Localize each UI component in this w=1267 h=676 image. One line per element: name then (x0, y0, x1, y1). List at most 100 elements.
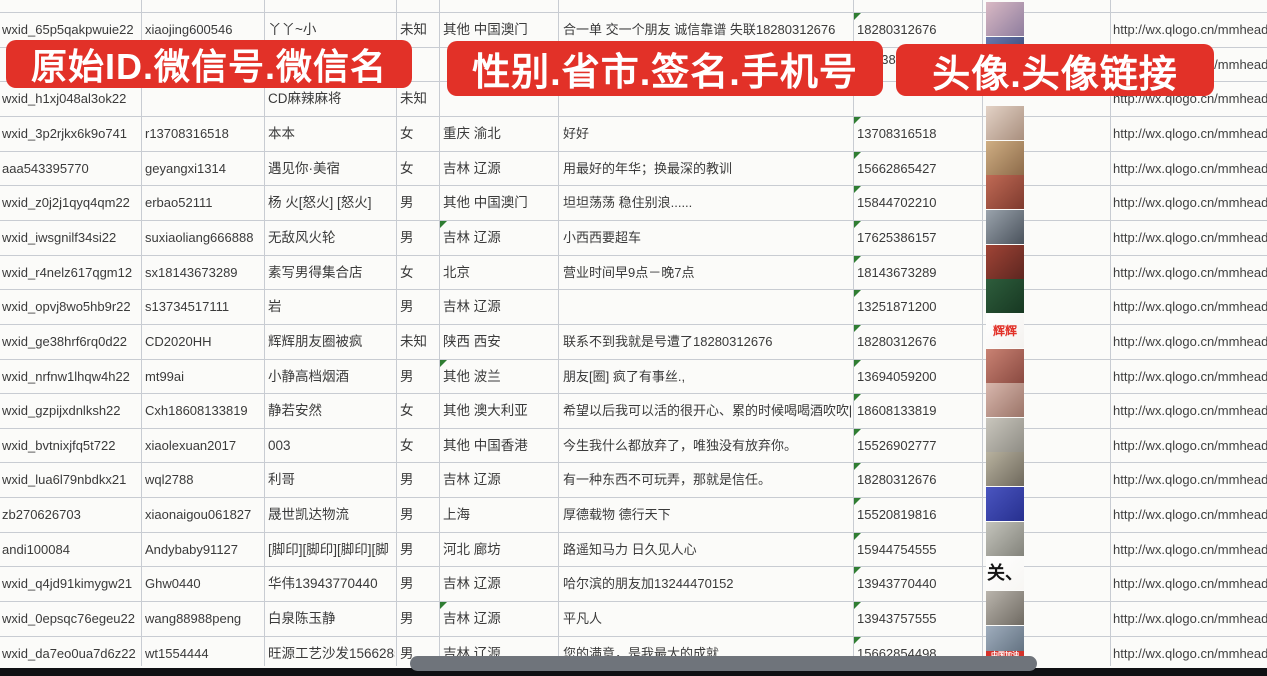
cell-gender[interactable]: 女 (400, 160, 414, 176)
cell-wxid[interactable]: Andybaby91127 (145, 541, 239, 557)
cell-phone[interactable]: 18280312676 (857, 333, 937, 349)
cell-signature[interactable]: 合一单 交一个朋友 诚信靠谱 失联18280312676 (563, 22, 836, 37)
cell-id[interactable]: wxid_q4jd91kimygw21 (2, 576, 133, 592)
cell-wxid[interactable]: xiaonaigou061827 (145, 507, 252, 523)
cell-signature[interactable]: 路遥知马力 日久见人心 (563, 541, 697, 557)
cell-gender[interactable]: 女 (400, 403, 414, 419)
gray-photo-avatar-image[interactable] (986, 591, 1024, 626)
cell-signature[interactable]: 厚德载物 德行天下 (563, 507, 671, 523)
cell-name[interactable]: 素写男得集合店 (268, 264, 363, 280)
white-calligraphy-avatar-image[interactable]: 关、 (986, 556, 1024, 591)
cell-wxid[interactable]: Ghw0440 (145, 576, 201, 592)
cell-id[interactable]: wxid_z0j2j1qyq4qm22 (2, 195, 130, 211)
cell-name[interactable]: 丫丫~小 (268, 22, 317, 37)
cell-wxid[interactable]: mt99ai (145, 368, 185, 384)
cell-url[interactable]: http://wx.qlogo.cn/mmhead (1113, 645, 1267, 661)
cell-id[interactable]: wxid_gzpijxdnlksh22 (2, 403, 121, 419)
cell-signature[interactable]: 有一种东西不可玩弄，那就是信任。 (563, 472, 772, 488)
cell-gender[interactable]: 女 (400, 264, 414, 280)
cell-region[interactable]: 吉林 辽源 (443, 611, 501, 627)
cell-wxid[interactable]: s13734517111 (145, 299, 230, 315)
cell-name[interactable]: [脚印][脚印][脚印][脚 (268, 541, 389, 557)
cell-signature[interactable]: 哈尔滨的朋友加13244470152 (563, 576, 734, 592)
cell-region[interactable]: 其他 中国香港 (443, 437, 528, 453)
cell-phone[interactable]: 13708316518 (857, 125, 937, 141)
cell-wxid[interactable]: r13708316518 (145, 125, 229, 141)
cell-id[interactable]: wxid_bvtnixjfq5t722 (2, 437, 116, 453)
cell-url[interactable]: http://wx.qlogo.cn/mmhead (1113, 507, 1267, 523)
cell-name[interactable]: 本本 (268, 125, 295, 141)
cell-url[interactable]: http://wx.qlogo.cn/mmhead (1113, 264, 1267, 280)
cell-wxid[interactable]: wang88988peng (145, 611, 242, 627)
cell-region[interactable]: 吉林 辽源 (443, 229, 501, 245)
cell-id[interactable]: wxid_lua6l79nbdkx21 (2, 472, 127, 488)
cell-name[interactable]: 杨 火[怒火] [怒火] (268, 195, 372, 211)
cell-url[interactable]: http://wx.qlogo.cn/mmhead (1113, 22, 1267, 37)
cell-phone[interactable]: 17625386157 (857, 229, 937, 245)
cell-wxid[interactable]: wql2788 (145, 472, 194, 488)
cell-gender[interactable]: 男 (400, 299, 414, 315)
cell-gender[interactable]: 未知 (400, 91, 427, 107)
cell-gender[interactable]: 男 (400, 507, 414, 523)
cell-phone[interactable]: 13694059200 (857, 368, 937, 384)
cell-wxid[interactable]: CD2020HH (145, 333, 212, 349)
cell-id[interactable]: wxid_opvj8wo5hb9r22 (2, 299, 131, 315)
cell-id[interactable]: wxid_h1xj048al3ok22 (2, 91, 127, 107)
cell-id[interactable]: wxid_65p5qakpwuie22 (2, 22, 134, 37)
cell-url[interactable]: http://wx.qlogo.cn/mmhead (1113, 403, 1267, 419)
cell-id[interactable]: wxid_0epsqc76egeu22 (2, 611, 135, 627)
cell-phone[interactable]: 15944754555 (857, 541, 937, 557)
cell-name[interactable]: 华伟13943770440 (268, 576, 378, 592)
cell-wxid[interactable]: xiaolexuan2017 (145, 437, 237, 453)
cell-id[interactable]: wxid_iwsgnilf34si22 (2, 229, 117, 245)
cell-signature[interactable]: 营业时间早9点－晚7点 (563, 264, 695, 280)
cell-phone[interactable]: 18608133819 (857, 403, 937, 419)
cell-region[interactable]: 上海 (443, 507, 470, 523)
woman-photo-avatar-image[interactable] (986, 105, 1024, 140)
cell-gender[interactable]: 男 (400, 368, 414, 384)
gray-outdoor-photo-avatar-image[interactable] (986, 521, 1024, 556)
cell-gender[interactable]: 未知 (400, 333, 427, 349)
cell-wxid[interactable]: erbao52111 (145, 195, 213, 211)
cell-gender[interactable]: 男 (400, 229, 414, 245)
cell-name[interactable]: 静若安然 (268, 403, 322, 419)
cell-name[interactable]: 白泉陈玉静 (268, 611, 336, 627)
cell-phone[interactable]: 18280312676 (857, 22, 937, 37)
cell-signature[interactable] (563, 289, 851, 324)
cell-gender[interactable]: 男 (400, 576, 414, 592)
man-in-car-photo-avatar-image[interactable] (986, 209, 1024, 244)
horizontal-scrollbar-thumb[interactable] (410, 656, 1037, 671)
cell-gender[interactable]: 女 (400, 125, 414, 141)
red-group-photo-avatar-image[interactable] (986, 175, 1024, 210)
cell-phone[interactable]: 18280312676 (857, 472, 937, 488)
cell-url[interactable]: http://wx.qlogo.cn/mmhead (1113, 437, 1267, 453)
cell-signature[interactable]: 小西西要超车 (563, 229, 642, 245)
cell-phone[interactable]: 15662865427 (857, 160, 937, 176)
cell-url[interactable]: http://wx.qlogo.cn/mmhead (1113, 299, 1267, 315)
selfie-photo-avatar-image[interactable] (986, 383, 1024, 418)
cell-id[interactable]: wxid_nrfnw1lhqw4h22 (2, 368, 130, 384)
cell-id[interactable]: wxid_da7eo0ua7d6z22 (2, 645, 136, 661)
cell-gender[interactable]: 女 (400, 437, 414, 453)
cell-name[interactable]: 晟世凯达物流 (268, 507, 349, 523)
cell-region[interactable]: 吉林 辽源 (443, 299, 501, 315)
cell-url[interactable]: http://wx.qlogo.cn/mmhead (1113, 160, 1267, 176)
cell-signature[interactable]: 联系不到我就是号遭了18280312676 (563, 333, 773, 349)
cell-region[interactable]: 其他 中国澳门 (443, 195, 528, 211)
cell-name[interactable]: CD麻辣麻将 (268, 91, 342, 107)
cell-signature[interactable]: 平凡人 (563, 611, 603, 627)
cell-name[interactable]: 遇见你·美宿 (268, 160, 340, 176)
cell-phone[interactable]: 15520819816 (857, 507, 937, 523)
cell-phone[interactable]: 13251871200 (857, 299, 937, 315)
cell-id[interactable]: andi100084 (2, 541, 70, 557)
cell-url[interactable]: http://wx.qlogo.cn/mmhead (1113, 333, 1267, 349)
storefront-photo-avatar-image[interactable] (986, 244, 1024, 279)
cell-region[interactable]: 北京 (443, 264, 470, 280)
cell-gender[interactable]: 未知 (400, 22, 427, 37)
horizontal-scrollbar-track[interactable] (0, 668, 1267, 676)
cell-url[interactable]: http://wx.qlogo.cn/mmhead (1113, 125, 1267, 141)
cell-region[interactable]: 吉林 辽源 (443, 472, 501, 488)
cell-region[interactable]: 陕西 西安 (443, 333, 501, 349)
cell-id[interactable]: zb270626703 (2, 507, 81, 523)
tan-outdoor-photo-avatar-image[interactable] (986, 140, 1024, 175)
